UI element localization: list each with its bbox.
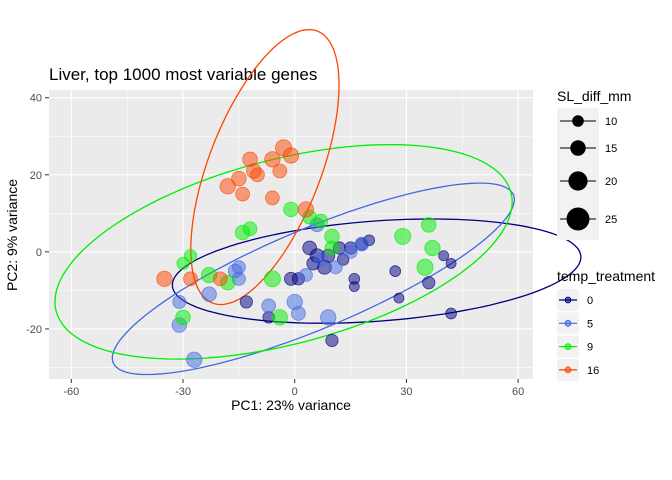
point-group-9 [271,309,288,326]
point-group-0 [348,281,360,292]
y-tick-label: 20 [30,170,42,182]
point-group-5 [231,260,246,275]
point-group-0 [325,333,339,348]
y-tick-label: 0 [36,247,42,259]
size-legend: 10 15 20 25 [557,108,617,240]
size-legend-label: 25 [605,214,617,226]
x-axis-ticks: -60 -30 0 30 60 [63,379,524,398]
point-group-16 [219,178,236,195]
point-group-5 [354,236,370,252]
point-group-5 [261,298,277,314]
point-group-9 [394,227,412,245]
size-legend-label: 15 [605,143,617,155]
color-legend-label: 16 [587,365,599,377]
color-legend-dot [564,319,572,327]
point-group-16 [282,147,300,164]
y-tick-label: 40 [30,93,42,105]
point-group-16 [250,167,265,183]
point-group-16 [272,163,288,179]
point-group-9 [424,239,441,257]
point-group-0 [438,250,450,262]
color-legend-label: 0 [587,295,593,307]
point-group-5 [343,244,358,259]
color-legend-dot [564,343,572,351]
x-tick-label: 60 [512,386,524,398]
size-legend-label: 10 [605,116,617,128]
size-legend-key [572,115,584,127]
point-group-5 [201,286,217,302]
color-legend-dot [564,366,572,374]
point-group-0 [445,307,457,320]
point-group-16 [212,271,228,287]
point-group-9 [283,201,299,218]
size-legend-key [568,171,588,191]
ellipse-group-16 [190,28,340,306]
size-legend-label: 20 [605,176,617,188]
point-group-0 [445,257,457,269]
y-tick-label: -20 [26,324,42,336]
point-group-16 [156,270,173,287]
color-legend-label: 5 [587,318,593,330]
point-group-9 [324,240,340,256]
point-group-9 [416,258,434,276]
chart-title: Liver, top 1000 most variable genes [49,65,317,84]
point-group-5 [328,260,343,275]
point-group-9 [175,309,191,326]
color-legend: 0 5 9 16 [557,289,599,381]
point-group-5 [172,294,187,309]
data-points [156,139,457,368]
point-group-16 [265,190,280,206]
x-tick-label: -60 [63,386,79,398]
point-group-5 [313,252,328,267]
x-tick-label: 30 [400,386,412,398]
point-group-16 [297,201,314,218]
point-group-9 [421,217,437,233]
color-legend-title: temp_treatment [557,268,655,284]
point-group-0 [393,292,405,304]
point-group-5 [320,309,337,326]
point-group-0 [389,265,402,277]
point-group-9 [263,270,281,288]
ellipse-group-0 [171,218,582,324]
point-group-9 [183,249,198,263]
y-axis-title: PC2: 9% variance [4,179,20,291]
ellipse-group-9 [54,143,513,360]
point-group-16 [235,186,250,202]
point-group-16 [231,170,247,187]
x-tick-label: -30 [175,386,191,398]
point-group-5 [186,351,203,368]
size-legend-key [566,207,590,231]
point-group-0 [422,276,436,290]
point-group-5 [298,267,313,282]
y-axis-ticks: -20 0 20 40 [26,93,49,336]
point-group-16 [264,151,281,168]
color-legend-label: 9 [587,342,593,354]
x-axis-title: PC1: 23% variance [231,397,351,413]
color-legend-dot [564,296,572,304]
size-legend-title: SL_diff_mm [557,88,631,104]
point-group-5 [291,306,306,321]
point-group-0 [239,295,253,309]
size-legend-key [570,140,586,156]
point-group-9 [313,213,329,229]
x-tick-label: 0 [292,386,298,398]
point-group-9 [242,221,258,237]
point-group-16 [183,271,198,287]
